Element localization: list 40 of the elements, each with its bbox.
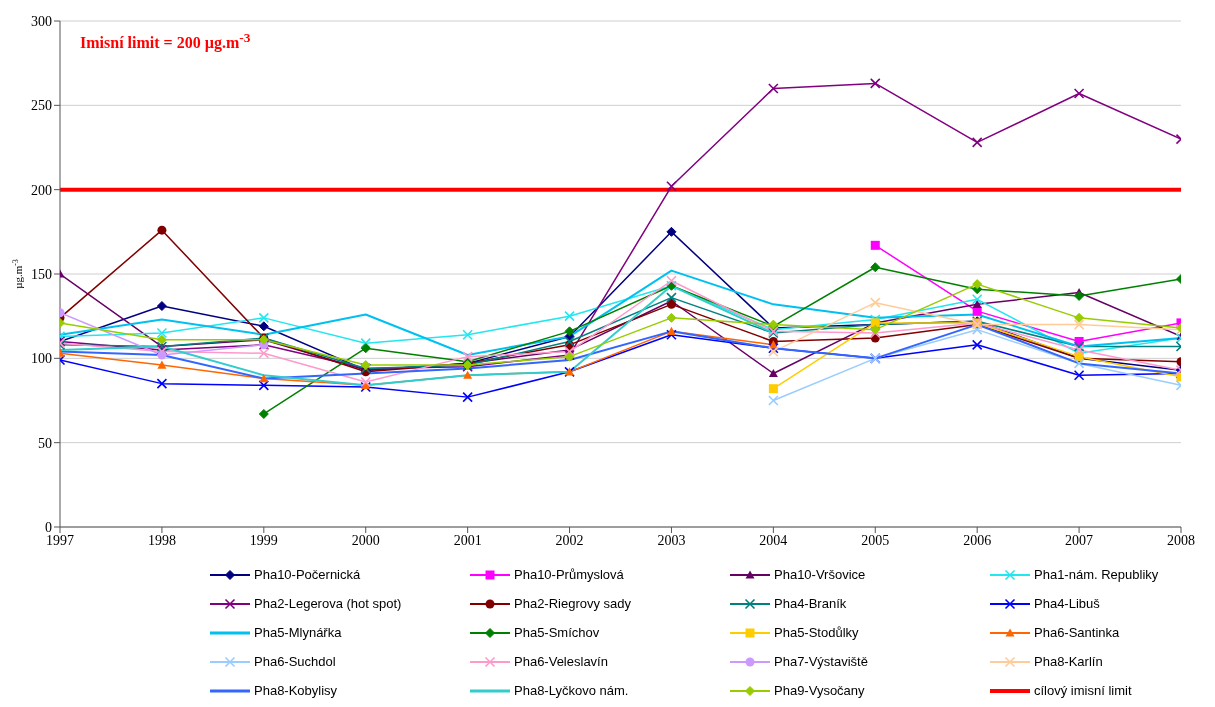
annotation: Imisní limit = 200 µg.m$^{-3}$ — [80, 30, 251, 52]
y-tick-label: 200 — [31, 182, 52, 198]
legend-label: Pha4-Braník — [774, 596, 847, 611]
legend-label: Pha6-Veleslavín — [514, 654, 608, 669]
legend-label: Pha2-Legerova (hot spot) — [254, 596, 402, 611]
x-tick-label: 2007 — [1065, 532, 1094, 548]
legend-label: Pha10-Vršovice — [774, 567, 866, 582]
x-tick-label: 2005 — [861, 532, 890, 548]
legend-label: Pha10-Průmyslová — [514, 567, 624, 582]
x-tick-label: 1998 — [147, 532, 176, 548]
x-tick-label: 1999 — [249, 532, 278, 548]
legend-label: Pha8-Kobylisy — [254, 683, 338, 698]
legend-label: Pha5-Mlynářka — [254, 625, 342, 640]
y-tick-label: 150 — [31, 266, 52, 282]
legend-label: cílový imisní limit — [1034, 683, 1132, 698]
y-tick-label: 300 — [31, 13, 52, 29]
x-tick-label: 2006 — [963, 532, 992, 548]
x-tick-label: 2008 — [1167, 532, 1195, 548]
legend-label: Pha6-Suchdol — [254, 654, 336, 669]
legend-label: Pha2-Riegrovy sady — [514, 596, 632, 611]
y-tick-label: 0 — [45, 519, 52, 535]
legend-label: Pha1-nám. Republiky — [1034, 567, 1159, 582]
x-tick-label: 2003 — [657, 532, 686, 548]
y-tick-label: 50 — [38, 435, 52, 451]
legend-label: Pha8-Lyčkovo nám. — [514, 683, 629, 698]
legend-label: Pha6-Santinka — [1034, 625, 1120, 640]
x-tick-label: 2002 — [555, 532, 584, 548]
y-tick-label: 250 — [31, 98, 52, 114]
y-tick-label: 100 — [31, 351, 52, 367]
legend-label: Pha5-Stodůlky — [774, 625, 859, 640]
x-tick-label: 2000 — [351, 532, 380, 548]
legend-label: Pha4-Libuš — [1034, 596, 1100, 611]
x-tick-label: 1997 — [46, 532, 74, 548]
x-tick-label: 2001 — [453, 532, 482, 548]
legend-label: Pha7-Výstaviště — [774, 654, 868, 669]
legend-label: Pha8-Karlín — [1034, 654, 1103, 669]
legend-label: Pha10-Počernická — [254, 567, 361, 582]
legend-label: Pha9-Vysočany — [774, 683, 865, 698]
legend-label: Pha5-Smíchov — [514, 625, 600, 640]
x-tick-label: 2004 — [759, 532, 788, 548]
